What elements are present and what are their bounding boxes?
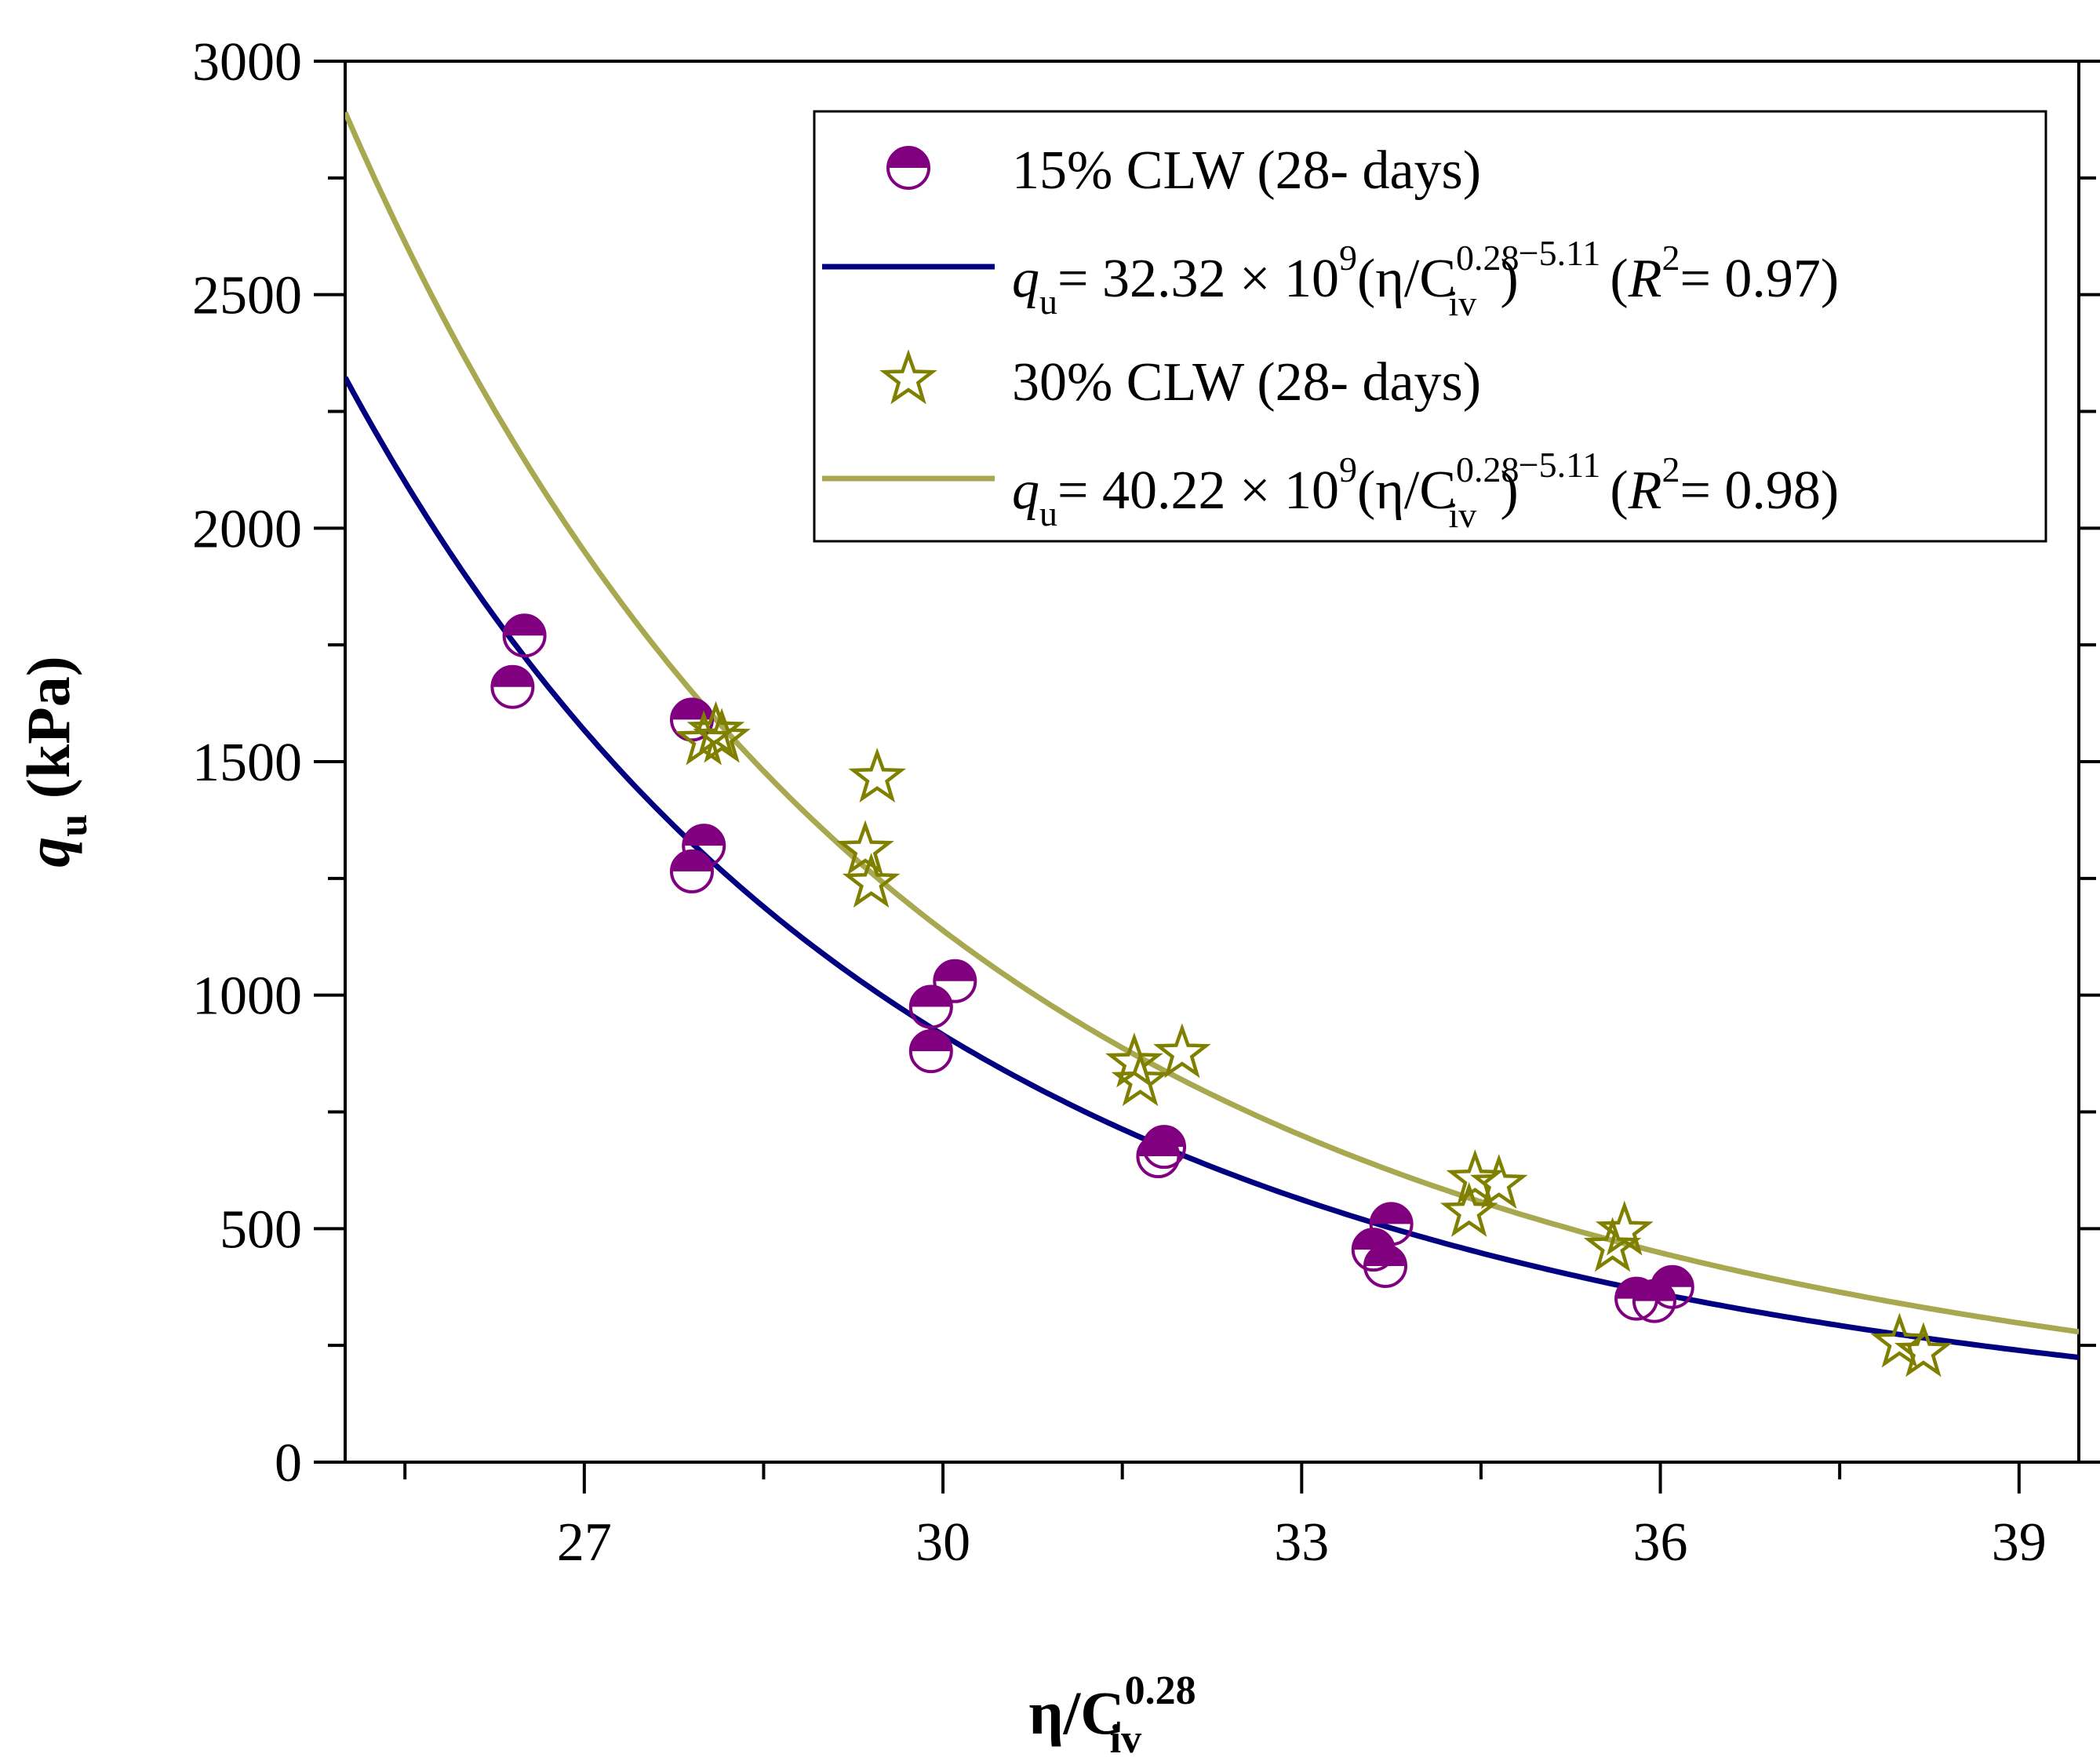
- data-point-30pct: [1470, 1154, 1528, 1210]
- marker-fill: [1365, 1245, 1406, 1266]
- data-point-15pct: [670, 849, 714, 893]
- x-tick-label: 36: [1633, 1512, 1688, 1573]
- marker-outline: [1369, 1202, 1414, 1246]
- marker-fill: [683, 825, 725, 846]
- data-point-30pct: [1894, 1322, 1953, 1377]
- y-tick-label: 2500: [192, 266, 302, 326]
- data-point-30pct: [693, 708, 751, 763]
- marker-fill: [1651, 1266, 1693, 1287]
- data-point-30pct: [1153, 1023, 1211, 1079]
- y-tick-label: 1000: [192, 966, 302, 1027]
- data-point-30pct: [836, 820, 894, 875]
- data-point-15pct: [1369, 1202, 1414, 1246]
- marker-outline: [502, 613, 547, 658]
- y-tick-label: 500: [220, 1199, 302, 1260]
- x-tick-label: 27: [557, 1512, 612, 1573]
- data-markers: [490, 613, 1953, 1377]
- fit-curve: [345, 111, 2079, 1335]
- y-tick-label: 1500: [192, 733, 302, 793]
- data-point-15pct: [1142, 1125, 1187, 1170]
- data-point-15pct: [908, 984, 953, 1029]
- data-point-30pct: [1583, 1217, 1642, 1272]
- y-tick-label: 0: [275, 1433, 302, 1494]
- marker-outline: [1142, 1125, 1187, 1170]
- marker-fill: [1144, 1126, 1185, 1148]
- data-point-30pct: [848, 748, 907, 803]
- data-point-30pct: [1111, 1051, 1170, 1107]
- marker-outline: [490, 664, 535, 709]
- marker-fill: [504, 615, 545, 636]
- marker-outline: [886, 146, 930, 190]
- marker-outline: [1363, 1243, 1407, 1288]
- marker-outline: [682, 824, 726, 868]
- legend-marker-star: [879, 349, 937, 405]
- data-point-15pct: [1363, 1243, 1407, 1288]
- y-tick-label: 3000: [192, 32, 302, 93]
- data-point-15pct: [490, 664, 535, 709]
- fit-curve: [345, 376, 2079, 1360]
- data-point-15pct: [1650, 1264, 1694, 1309]
- legend-label-30pct: 30% CLW (28- days): [1012, 352, 1481, 413]
- marker-fill: [671, 699, 712, 720]
- fit-curves: [345, 111, 2079, 1360]
- axes-frame: [314, 60, 2100, 1494]
- marker-outline: [908, 1029, 953, 1074]
- data-point-30pct: [842, 853, 901, 908]
- x-tick-label: 39: [1992, 1512, 2047, 1573]
- legend-marker-half-circle: [886, 146, 930, 190]
- data-point-15pct: [908, 1029, 953, 1074]
- marker-fill: [888, 147, 929, 168]
- marker-outline: [908, 984, 953, 1029]
- data-point-30pct: [1870, 1312, 1929, 1368]
- data-point-15pct: [502, 613, 547, 658]
- legend-label-15pct: 15% CLW (28- days): [1012, 140, 1481, 201]
- marker-fill: [492, 666, 533, 687]
- y-axis-title: qu (kPa): [14, 656, 96, 867]
- data-point-30pct: [686, 700, 745, 756]
- marker-outline: [1650, 1264, 1694, 1309]
- legend-marker-15pct: [886, 146, 930, 190]
- data-point-30pct: [1595, 1200, 1654, 1256]
- marker-outline: [670, 849, 714, 893]
- marker-fill: [910, 1031, 952, 1052]
- legend-box: [813, 110, 2047, 543]
- legend-label-15pct-fit: qu= 32.32 × 109(η/C0.28 iv)−5.11 (R2= 0.97…: [1012, 233, 1839, 323]
- y-tick-label: 2000: [192, 499, 302, 559]
- x-tick-label: 30: [915, 1512, 970, 1573]
- legend: 15% CLW (28- days) qu= 32.32 × 109(η/C0.…: [813, 110, 2047, 543]
- marker-fill: [934, 960, 976, 981]
- data-point-15pct: [933, 959, 977, 1003]
- legend-label-30pct-fit: qu= 40.22 × 109(η/C0.28 iv)−5.11 (R2= 0.98…: [1012, 445, 1839, 535]
- x-tick-label: 33: [1274, 1512, 1329, 1573]
- marker-outline: [933, 959, 977, 1003]
- legend-marker-30pct: [879, 349, 937, 405]
- marker-fill: [910, 986, 952, 1007]
- x-axis-title: η/C0.28 iv: [1028, 1668, 1196, 1761]
- data-point-15pct: [682, 824, 726, 868]
- tick-labels: 0 500 1000 1500 2000 2500 3000 27 30 33 36 39: [192, 32, 2047, 1573]
- marker-fill: [1370, 1203, 1412, 1224]
